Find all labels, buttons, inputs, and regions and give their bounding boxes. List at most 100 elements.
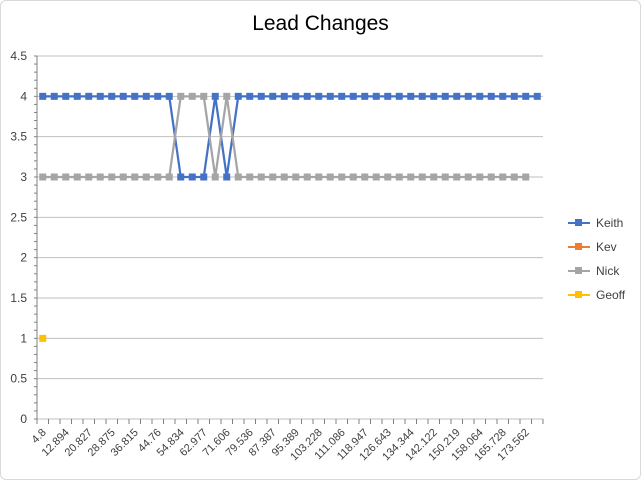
data-point-nick <box>522 173 530 181</box>
legend-marker-geoff <box>575 291 582 298</box>
data-point-keith <box>326 92 334 100</box>
data-point-keith <box>211 92 219 100</box>
legend-marker-kev <box>575 243 582 250</box>
data-point-nick <box>441 173 449 181</box>
data-point-nick <box>361 173 369 181</box>
data-point-nick <box>142 173 150 181</box>
data-point-keith <box>418 92 426 100</box>
data-point-nick <box>315 173 323 181</box>
data-point-keith <box>487 92 495 100</box>
data-point-keith <box>234 92 242 100</box>
data-point-keith <box>395 92 403 100</box>
data-point-nick <box>165 173 173 181</box>
legend-item-kev: Kev <box>566 238 640 262</box>
data-point-keith <box>499 92 507 100</box>
legend-label-nick: Nick <box>596 264 620 278</box>
data-point-keith <box>119 92 127 100</box>
y-tick-label: 0 <box>20 412 27 426</box>
data-point-keith <box>510 92 518 100</box>
data-point-nick <box>499 173 507 181</box>
chart-title: Lead Changes <box>252 12 389 35</box>
data-point-keith <box>533 92 541 100</box>
legend-item-keith: Keith <box>566 214 640 238</box>
data-point-nick <box>73 173 81 181</box>
data-point-keith <box>177 173 185 181</box>
data-point-keith <box>476 92 484 100</box>
data-point-keith <box>349 92 357 100</box>
y-tick-label: 3.5 <box>10 130 27 144</box>
data-point-nick <box>303 173 311 181</box>
data-point-nick <box>464 173 472 181</box>
data-point-nick <box>62 173 70 181</box>
data-point-keith <box>223 173 231 181</box>
y-tick-label: 3 <box>20 170 27 184</box>
data-point-keith <box>188 173 196 181</box>
data-point-nick <box>407 173 415 181</box>
data-point-keith <box>280 92 288 100</box>
data-point-keith <box>96 92 104 100</box>
data-point-nick <box>119 173 127 181</box>
data-point-nick <box>510 173 518 181</box>
data-point-keith <box>62 92 70 100</box>
legend-item-nick: Nick <box>566 262 640 286</box>
data-point-nick <box>269 173 277 181</box>
legend-label-keith: Keith <box>596 216 624 230</box>
data-point-keith <box>292 92 300 100</box>
data-point-keith <box>200 173 208 181</box>
data-point-nick <box>487 173 495 181</box>
data-point-nick <box>234 173 242 181</box>
data-point-keith <box>154 92 162 100</box>
legend-marker-keith <box>575 219 582 226</box>
data-point-keith <box>142 92 150 100</box>
data-point-nick <box>257 173 265 181</box>
data-point-nick <box>131 173 139 181</box>
data-point-nick <box>108 173 116 181</box>
data-point-keith <box>39 92 47 100</box>
data-point-keith <box>338 92 346 100</box>
data-point-nick <box>418 173 426 181</box>
data-point-keith <box>464 92 472 100</box>
data-point-keith <box>384 92 392 100</box>
data-point-nick <box>453 173 461 181</box>
data-point-nick <box>280 173 288 181</box>
data-point-nick <box>85 173 93 181</box>
data-point-nick <box>430 173 438 181</box>
y-tick-label: 4.5 <box>10 49 27 63</box>
y-tick-label: 1 <box>20 331 27 345</box>
y-tick-label: 2.5 <box>10 210 27 224</box>
data-point-keith <box>85 92 93 100</box>
data-point-nick <box>372 173 380 181</box>
data-point-geoff <box>39 334 47 342</box>
y-tick-label: 2 <box>20 251 27 265</box>
legend-marker-nick <box>575 267 582 274</box>
data-point-keith <box>73 92 81 100</box>
data-point-nick <box>338 173 346 181</box>
data-point-nick <box>39 173 47 181</box>
legend-label-geoff: Geoff <box>596 288 626 302</box>
data-point-keith <box>131 92 139 100</box>
data-point-nick <box>96 173 104 181</box>
data-point-keith <box>430 92 438 100</box>
data-point-nick <box>395 173 403 181</box>
data-point-keith <box>372 92 380 100</box>
data-point-nick <box>349 173 357 181</box>
data-point-nick <box>50 173 58 181</box>
y-tick-label: 4 <box>20 89 27 103</box>
data-point-nick <box>211 173 219 181</box>
data-point-nick <box>384 173 392 181</box>
legend-item-geoff: Geoff <box>566 286 640 310</box>
data-point-keith <box>361 92 369 100</box>
y-tick-label: 1.5 <box>10 291 27 305</box>
data-point-nick <box>292 173 300 181</box>
legend-label-kev: Kev <box>596 240 617 254</box>
data-point-keith <box>407 92 415 100</box>
data-point-keith <box>246 92 254 100</box>
data-point-nick <box>200 92 208 100</box>
data-point-keith <box>522 92 530 100</box>
data-point-keith <box>50 92 58 100</box>
data-point-keith <box>165 92 173 100</box>
data-point-keith <box>108 92 116 100</box>
data-point-nick <box>223 92 231 100</box>
